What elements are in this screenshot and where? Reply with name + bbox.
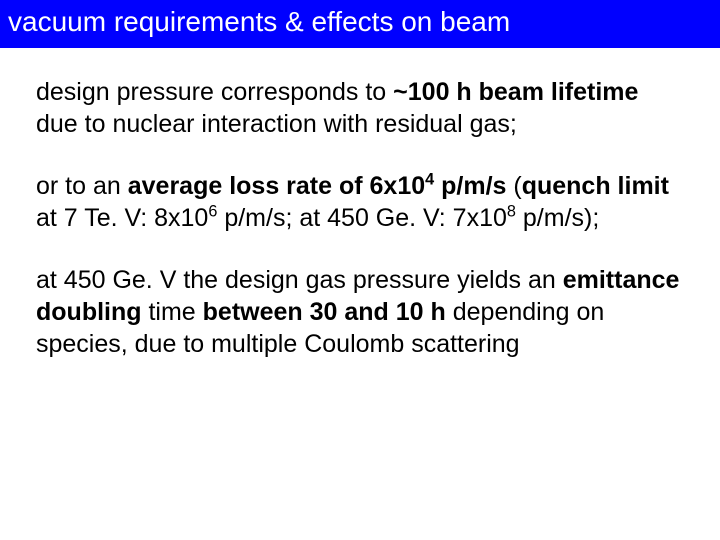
p2-b1a: average loss rate of 6x10 [128,172,425,200]
p2-bold-1: average loss rate of 6x104 p/m/s [128,172,507,200]
p1-text-2: due to nuclear interaction with residual… [36,110,517,138]
p2-b1b: p/m/s [434,172,506,200]
p3-text-1: at 450 Ge. V the design gas pressure yie… [36,266,563,294]
p2-text-4: p/m/s; at 450 Ge. V: 7x10 [217,204,507,232]
p1-text-1: design pressure corresponds to [36,78,393,106]
p2-text-3: at 7 Te. V: 8x10 [36,204,208,232]
p2-bold-2: quench limit [522,172,669,200]
slide-title: vacuum requirements & effects on beam [8,6,510,37]
p2-text-6: p/m/s); [516,204,599,232]
paragraph-2: or to an average loss rate of 6x104 p/m/… [36,170,684,234]
title-bar: vacuum requirements & effects on beam [0,0,720,48]
p2-text-2: ( [506,172,521,200]
slide-content: design pressure corresponds to ~100 h be… [0,48,720,360]
p2-sup-5: 8 [507,203,516,221]
p2-sup-1: 4 [425,171,434,189]
p3-text-2: time [142,298,203,326]
p1-bold-1: ~100 h beam lifetime [393,78,638,106]
p3-bold-2: between 30 and 10 h [203,298,446,326]
p2-text-1: or to an [36,172,128,200]
paragraph-3: at 450 Ge. V the design gas pressure yie… [36,264,684,360]
paragraph-1: design pressure corresponds to ~100 h be… [36,76,684,140]
